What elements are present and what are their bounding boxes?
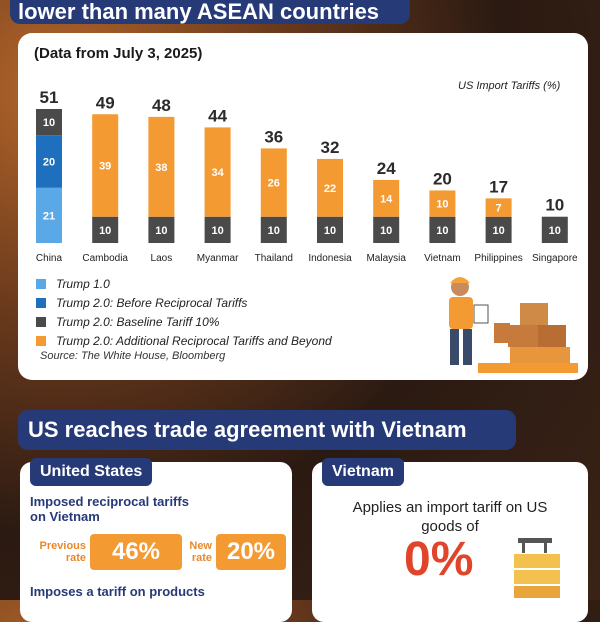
segment-label: 34 [211, 167, 224, 179]
legend-label: Trump 1.0 [56, 276, 110, 291]
section2-banner: US reaches trade agreement with Vietnam [18, 410, 516, 450]
total-label: 36 [264, 127, 283, 146]
new-rate-label: New rate [189, 540, 212, 564]
legend-swatch [36, 297, 46, 308]
segment-label: 7 [496, 203, 502, 215]
legend-item: Trump 2.0: Baseline Tariff 10% [36, 312, 332, 331]
category-label: Thailand [255, 253, 293, 264]
legend-label: Trump 2.0: Baseline Tariff 10% [56, 314, 220, 329]
us-imposes-text: Imposes a tariff on products [30, 584, 205, 599]
segment-label: 26 [268, 178, 280, 190]
legend-label: Trump 2.0: Before Reciprocal Tariffs [56, 295, 248, 310]
bar-segment [36, 187, 62, 243]
category-label: China [36, 253, 63, 264]
category-label: Malaysia [366, 253, 406, 264]
total-label: 24 [377, 159, 396, 178]
unit-label: US Import Tariffs (%) [458, 80, 561, 92]
bar-segment [260, 148, 287, 217]
total-label: 44 [208, 106, 227, 125]
bar-segment [148, 216, 175, 243]
legend-swatch [36, 278, 46, 289]
bar-segment [317, 158, 343, 217]
bar-segment [36, 109, 62, 136]
chart-card: (Data from July 3, 2025) US Import Tarif… [18, 33, 588, 380]
category-label: Philippines [474, 253, 522, 264]
segment-label: 10 [324, 225, 336, 237]
legend-swatch [36, 335, 46, 346]
segment-label: 10 [549, 225, 561, 237]
category-label: Myanmar [197, 253, 239, 264]
chart-subtitle: (Data from July 3, 2025) [34, 45, 203, 62]
source-note: Source: The White House, Bloomberg [40, 350, 226, 362]
category-label: Laos [151, 253, 173, 264]
segment-label: 10 [380, 225, 392, 237]
total-label: 49 [96, 93, 115, 112]
segment-label: 10 [268, 225, 280, 237]
stacked-bar-chart: 21 20 10 51 China 10 39 49 Cambodia 10 38 48 Laos 10 3… [36, 88, 578, 264]
segment-label: 10 [211, 225, 223, 237]
legend-item: Trump 1.0 [36, 274, 332, 293]
bar-segment [373, 216, 400, 243]
cargo-trolley-illustration [514, 538, 560, 598]
vietnam-panel: Vietnam Applies an import tariff on US g… [312, 458, 588, 622]
legend-item: Trump 2.0: Additional Reciprocal Tariffs… [36, 331, 332, 350]
segment-label: 10 [436, 225, 448, 237]
segment-label: 10 [155, 225, 167, 237]
bar-segment [204, 127, 231, 217]
legend-item: Trump 2.0: Before Reciprocal Tariffs [36, 293, 332, 312]
segment-label: 14 [380, 193, 393, 205]
warehouse-worker-illustration [449, 277, 578, 373]
bar-segment [317, 216, 343, 243]
bar-segment [92, 114, 119, 217]
bar-segment [541, 216, 568, 243]
new-rate-value: 20% [216, 534, 286, 570]
vn-tag: Vietnam [322, 458, 404, 486]
segment-label: 10 [492, 225, 504, 237]
chart-legend: Trump 1.0 Trump 2.0: Before Reciprocal Ta… [36, 274, 332, 350]
category-label: Cambodia [82, 253, 128, 264]
bar-segment [429, 190, 456, 217]
vn-tariff-text: Applies an import tariff on US goods of [352, 499, 548, 535]
category-label: Indonesia [308, 253, 352, 264]
total-label: 20 [433, 169, 452, 188]
previous-rate-value: 46% [90, 534, 182, 570]
total-label: 48 [152, 96, 171, 115]
top-banner: lower than many ASEAN countries [10, 0, 410, 24]
segment-label: 38 [155, 162, 167, 174]
legend-label: Trump 2.0: Additional Reciprocal Tariffs… [56, 333, 332, 348]
total-label: 51 [40, 88, 59, 107]
category-label: Vietnam [424, 253, 461, 264]
total-label: 10 [545, 196, 564, 215]
us-tag: United States [30, 458, 153, 486]
bar-segment [485, 198, 512, 217]
segment-label: 20 [43, 157, 55, 169]
bar-segment [260, 216, 287, 243]
total-label: 32 [321, 138, 340, 157]
vn-tariff-value: 0% [404, 533, 474, 586]
banner-title: lower than many ASEAN countries [18, 0, 380, 24]
category-label: Singapore [532, 253, 578, 264]
bar-segment [429, 216, 456, 243]
total-label: 17 [489, 177, 508, 196]
legend-swatch [36, 316, 46, 327]
segment-label: 10 [99, 225, 111, 237]
bar-segment [373, 179, 400, 217]
previous-rate-label: Previous rate [39, 540, 86, 564]
segment-label: 21 [43, 210, 55, 222]
bar-segment [148, 116, 175, 217]
bar-segment [92, 216, 119, 243]
segment-label: 22 [324, 183, 336, 195]
section2-title: US reaches trade agreement with Vietnam [28, 417, 467, 442]
bar-segment [485, 216, 512, 243]
segment-label: 10 [436, 199, 448, 211]
bar-segment [36, 135, 62, 188]
segment-label: 10 [43, 117, 55, 129]
us-imposed-text: Imposed reciprocal tariffs on Vietnam [30, 494, 189, 524]
bar-segment [204, 216, 231, 243]
united-states-panel: United States Imposed reciprocal tariffs… [20, 458, 292, 622]
segment-label: 39 [99, 160, 111, 172]
